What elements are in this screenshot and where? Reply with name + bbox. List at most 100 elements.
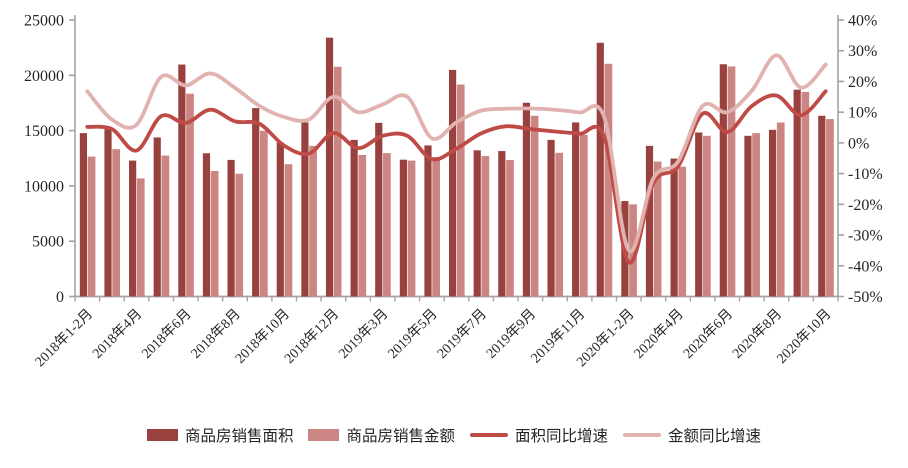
legend-label-sales-amount: 商品房销售金额 <box>346 428 455 445</box>
sales-amount-swatch <box>308 429 340 441</box>
line-area-yoy <box>85 89 828 265</box>
bar <box>818 115 826 297</box>
bar <box>178 64 186 297</box>
right-axis-label: 20% <box>848 74 877 91</box>
bar <box>719 64 727 297</box>
x-axis-label: 2018年6月 <box>139 306 195 362</box>
bar <box>752 133 760 297</box>
right-axis-label: -20% <box>848 197 883 214</box>
bar <box>259 130 268 297</box>
right-axis-label: 0% <box>848 135 869 152</box>
legend-item-sales-area: 商品房销售面积 <box>146 424 294 446</box>
bar <box>776 122 785 297</box>
bar <box>678 166 687 297</box>
bar <box>826 119 834 297</box>
bar <box>645 145 654 297</box>
bar <box>301 122 309 297</box>
right-axis-label: -10% <box>848 166 883 183</box>
left-axis-label: 0 <box>56 289 64 306</box>
bar <box>375 122 383 297</box>
bar <box>579 134 588 297</box>
left-axis-label: 10000 <box>24 178 64 195</box>
bar <box>695 132 703 297</box>
right-axis-label: -50% <box>848 289 883 306</box>
bar <box>252 108 260 297</box>
bar <box>727 66 736 297</box>
bar <box>112 149 121 297</box>
left-axis-label: 20000 <box>24 68 64 85</box>
bar <box>801 91 810 297</box>
bar <box>572 122 580 297</box>
bar <box>424 145 432 297</box>
bar <box>186 93 194 297</box>
right-axis-label: -40% <box>848 258 883 275</box>
bar <box>284 164 293 297</box>
x-axis-label: 2020年6月 <box>680 306 736 362</box>
bar <box>136 178 145 297</box>
bar <box>358 154 367 297</box>
chart-canvas: 25000 20000 15000 10000 5000 0 40% 30% 20% 10% 0% -… <box>24 13 883 371</box>
bar <box>153 137 161 297</box>
bar <box>456 84 465 297</box>
bar <box>309 145 317 297</box>
sales-area-swatch <box>146 429 178 441</box>
line-amount-yoy <box>85 53 828 254</box>
x-axis-label: 2019年7月 <box>434 306 490 362</box>
bars-sales-area <box>79 37 826 297</box>
bar <box>227 159 235 297</box>
x-axis-label: 2019年5月 <box>385 306 441 362</box>
bar <box>161 155 170 297</box>
bar <box>104 129 112 297</box>
bar <box>473 150 481 297</box>
left-axis-label: 15000 <box>24 123 64 140</box>
bar <box>333 66 342 297</box>
bar <box>383 153 391 297</box>
bar <box>547 139 555 297</box>
bar <box>653 161 662 297</box>
bar <box>596 42 604 297</box>
bar <box>555 152 564 297</box>
bars-sales-amount <box>87 63 834 297</box>
bar <box>325 37 334 297</box>
legend-item-sales-amount: 商品房销售金额 <box>308 424 455 446</box>
area-yoy-line-swatch <box>470 433 508 437</box>
bar <box>522 102 531 297</box>
bar <box>407 160 416 297</box>
bar <box>703 135 711 297</box>
chart-legend: 商品房销售面积 商品房销售金额 面积同比增速 金额同比增速 <box>0 424 908 446</box>
legend-item-amount-yoy: 金额同比增速 <box>623 424 761 446</box>
bar <box>235 173 244 297</box>
legend-label-amount-yoy: 金额同比增速 <box>668 428 762 445</box>
bar <box>768 129 777 297</box>
bar <box>79 133 88 297</box>
bar <box>506 160 514 297</box>
right-axis-label: 40% <box>848 13 877 30</box>
bar <box>87 156 96 297</box>
legend-label-sales-area: 商品房销售面积 <box>184 428 294 445</box>
bar <box>604 63 613 297</box>
x-axis-label: 2020年4月 <box>631 306 687 362</box>
amount-yoy-line-swatch <box>623 433 662 437</box>
bar <box>498 151 506 297</box>
bar <box>744 135 752 297</box>
x-axis-label: 2018年4月 <box>89 306 145 362</box>
bar <box>276 142 284 297</box>
bar <box>530 115 539 297</box>
bar <box>481 155 490 297</box>
bar <box>793 89 801 297</box>
bar <box>399 159 407 297</box>
right-axis-label: -30% <box>848 228 883 245</box>
legend-label-area-yoy: 面积同比增速 <box>515 428 609 445</box>
legend-item-area-yoy: 面积同比增速 <box>470 424 608 446</box>
left-axis-label: 25000 <box>24 13 64 30</box>
left-axis-label: 5000 <box>32 234 64 251</box>
right-axis-label: 10% <box>848 105 877 122</box>
bar <box>129 160 137 297</box>
bar <box>449 69 457 297</box>
bar <box>670 158 678 297</box>
bar <box>202 153 211 297</box>
bar <box>350 139 358 297</box>
x-axis-label: 2019年3月 <box>336 306 392 362</box>
x-axis-label: 2018年1-2月 <box>32 306 96 370</box>
